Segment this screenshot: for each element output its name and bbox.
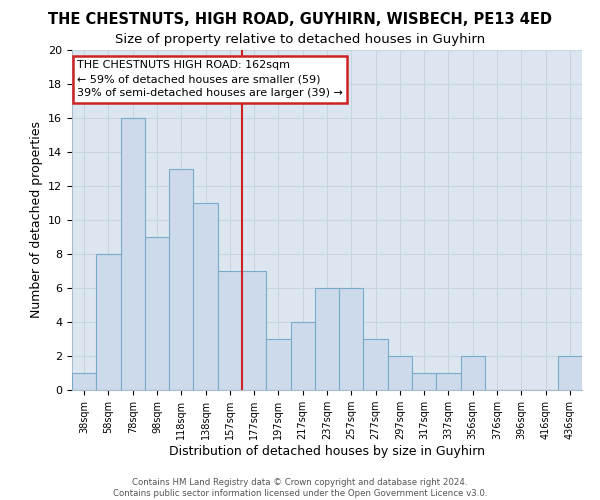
Text: Size of property relative to detached houses in Guyhirn: Size of property relative to detached ho…: [115, 32, 485, 46]
Bar: [436, 373, 461, 390]
Bar: [364, 339, 388, 390]
Bar: [290, 322, 315, 390]
Bar: [339, 288, 364, 390]
Bar: [169, 169, 193, 390]
Bar: [72, 373, 96, 390]
Text: THE CHESTNUTS HIGH ROAD: 162sqm
← 59% of detached houses are smaller (59)
39% of: THE CHESTNUTS HIGH ROAD: 162sqm ← 59% of…: [77, 60, 343, 98]
Bar: [242, 271, 266, 390]
Bar: [412, 373, 436, 390]
Bar: [193, 203, 218, 390]
Bar: [388, 356, 412, 390]
Bar: [461, 356, 485, 390]
X-axis label: Distribution of detached houses by size in Guyhirn: Distribution of detached houses by size …: [169, 445, 485, 458]
Bar: [121, 118, 145, 390]
Bar: [558, 356, 582, 390]
Text: Contains HM Land Registry data © Crown copyright and database right 2024.
Contai: Contains HM Land Registry data © Crown c…: [113, 478, 487, 498]
Bar: [266, 339, 290, 390]
Bar: [218, 271, 242, 390]
Bar: [96, 254, 121, 390]
Text: THE CHESTNUTS, HIGH ROAD, GUYHIRN, WISBECH, PE13 4ED: THE CHESTNUTS, HIGH ROAD, GUYHIRN, WISBE…: [48, 12, 552, 28]
Y-axis label: Number of detached properties: Number of detached properties: [29, 122, 43, 318]
Bar: [315, 288, 339, 390]
Bar: [145, 237, 169, 390]
